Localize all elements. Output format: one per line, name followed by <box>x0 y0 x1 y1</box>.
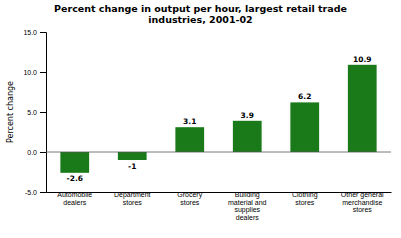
y-tick: 10.0 <box>23 69 46 76</box>
title: Percent change in output per hour, large… <box>54 3 347 25</box>
x-tick-label-line: Automobile <box>57 191 92 198</box>
title-line: Percent change in output per hour, large… <box>54 3 347 14</box>
x-tick-label-line: material and <box>228 199 267 206</box>
data-label: -2.6 <box>67 174 83 183</box>
x-tick-label: Automobiledealers <box>57 191 92 206</box>
x-tick-label-line: merchandise <box>342 199 382 206</box>
x-tick-label-line: stores <box>353 206 373 213</box>
data-label: 3.1 <box>183 117 196 126</box>
y-tick-label: 10.0 <box>23 69 37 76</box>
data-label: 3.9 <box>241 111 254 120</box>
chart: Percent change in output per hour, large… <box>0 0 401 238</box>
y-tick-label: 5.0 <box>27 109 37 116</box>
data-labels: -2.6 -1 3.1 3.9 6.2 10.9 <box>67 55 372 184</box>
y-tick-mark <box>40 152 46 153</box>
x-tick-label: Departmentstores <box>114 191 151 206</box>
data-label: 10.9 <box>353 55 372 64</box>
y-tick-mark <box>40 32 46 33</box>
y-axis: -5.0 0.0 5.0 10.0 15.0 <box>23 29 46 196</box>
y-axis-title: Percent change <box>6 81 15 143</box>
x-tick: Automobiledealers <box>57 191 92 206</box>
y-axis-line <box>40 33 47 193</box>
x-tick-label: Other generalmerchandisestores <box>341 191 384 213</box>
x-tick-label-line: dealers <box>236 214 259 221</box>
title-line: industries, 2001-02 <box>148 14 252 25</box>
x-axis: AutomobiledealersDepartmentstoresGrocery… <box>47 191 392 221</box>
bar <box>233 121 262 152</box>
x-tick-label: Grocerystores <box>177 191 202 206</box>
y-tick-label: 15.0 <box>23 29 37 36</box>
x-tick: Other generalmerchandisestores <box>341 191 384 213</box>
x-tick: Departmentstores <box>114 191 151 206</box>
x-tick: Clothingstores <box>292 191 318 206</box>
x-tick: Buildingmaterial andsuppliesdealers <box>228 191 267 221</box>
bar <box>348 65 377 152</box>
x-tick-label-line: stores <box>123 199 143 206</box>
data-label: 6.2 <box>298 92 311 101</box>
bar <box>175 127 204 152</box>
bar <box>290 102 319 152</box>
y-tick-mark <box>40 112 46 113</box>
x-tick-label-line: stores <box>295 199 315 206</box>
x-axis-line <box>47 192 392 193</box>
zero-line <box>46 152 391 153</box>
data-label: -1 <box>128 162 136 171</box>
x-tick-label-line: stores <box>180 199 200 206</box>
y-tick: -5.0 <box>25 189 46 196</box>
y-tick: 0.0 <box>27 149 46 156</box>
bar <box>118 152 147 160</box>
plot: -5.00.05.010.015.0AutomobiledealersDepar… <box>23 29 391 221</box>
bar <box>60 152 89 173</box>
x-tick-label: Buildingmaterial andsuppliesdealers <box>228 191 267 221</box>
x-tick: Grocerystores <box>177 191 202 206</box>
y-tick: 15.0 <box>23 29 46 36</box>
x-tick-label: Clothingstores <box>292 191 318 206</box>
x-tick-label-line: dealers <box>63 199 86 206</box>
y-tick-label: -5.0 <box>25 189 37 196</box>
y-tick: 5.0 <box>27 109 46 116</box>
y-tick-mark <box>40 192 46 193</box>
bars <box>46 65 391 173</box>
y-tick-mark <box>40 72 46 73</box>
y-tick-label: 0.0 <box>27 149 37 156</box>
